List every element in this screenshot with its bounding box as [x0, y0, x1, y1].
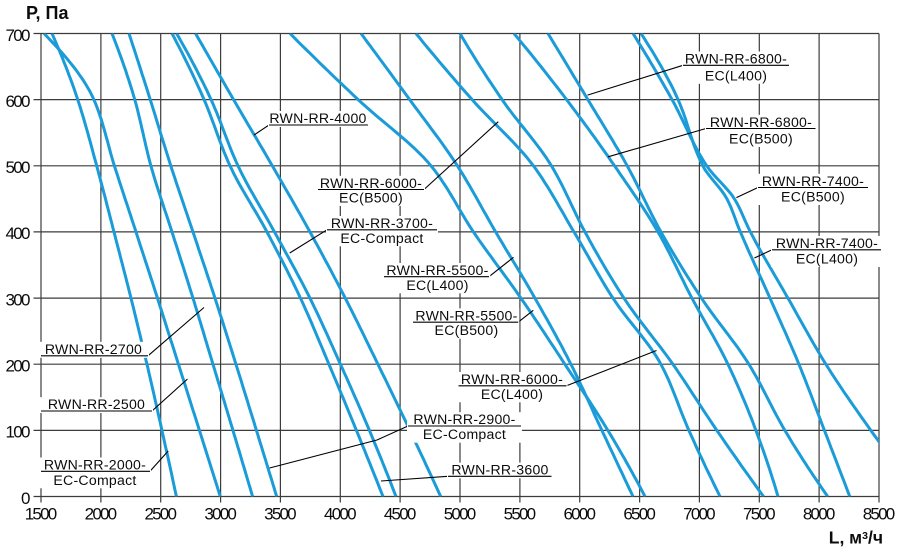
- svg-text:3000: 3000: [204, 505, 237, 524]
- svg-text:RWN-RR-2000-: RWN-RR-2000-: [44, 457, 146, 473]
- svg-text:4000: 4000: [324, 505, 357, 524]
- svg-text:Р, Па: Р, Па: [26, 3, 69, 23]
- svg-text:RWN-RR-5500-: RWN-RR-5500-: [415, 307, 517, 323]
- svg-text:200: 200: [6, 357, 31, 376]
- svg-text:RWN-RR-5500-: RWN-RR-5500-: [386, 262, 488, 278]
- svg-text:4500: 4500: [384, 505, 417, 524]
- svg-text:6500: 6500: [623, 505, 656, 524]
- svg-text:700: 700: [6, 26, 31, 45]
- svg-text:3500: 3500: [264, 505, 297, 524]
- svg-text:EC(L400): EC(L400): [406, 277, 468, 293]
- svg-text:EC-Compact: EC-Compact: [423, 426, 506, 442]
- svg-text:2500: 2500: [144, 505, 177, 524]
- svg-text:600: 600: [6, 92, 31, 111]
- svg-text:RWN-RR-4000: RWN-RR-4000: [269, 110, 366, 126]
- svg-text:RWN-RR-7400-: RWN-RR-7400-: [762, 173, 864, 189]
- svg-text:EC(L400): EC(L400): [481, 386, 543, 402]
- svg-text:EC(L400): EC(L400): [796, 251, 858, 267]
- svg-text:300: 300: [6, 290, 31, 309]
- svg-text:400: 400: [6, 224, 31, 243]
- svg-text:EC-Compact: EC-Compact: [53, 472, 136, 488]
- svg-text:RWN-RR-7400-: RWN-RR-7400-: [776, 235, 878, 251]
- svg-text:7000: 7000: [683, 505, 716, 524]
- svg-text:2000: 2000: [85, 505, 118, 524]
- svg-text:5000: 5000: [444, 505, 477, 524]
- svg-text:RWN-RR-6800-: RWN-RR-6800-: [685, 51, 787, 67]
- svg-text:RWN-RR-2500: RWN-RR-2500: [48, 396, 145, 412]
- svg-text:7500: 7500: [743, 505, 776, 524]
- svg-text:EC(B500): EC(B500): [435, 322, 499, 338]
- svg-text:RWN-RR-2700: RWN-RR-2700: [45, 341, 142, 357]
- svg-text:RWN-RR-6000-: RWN-RR-6000-: [320, 175, 422, 191]
- svg-text:EC(B500): EC(B500): [729, 131, 793, 147]
- svg-text:L, м3/ч: L, м3/ч: [829, 528, 883, 548]
- svg-text:RWN-RR-3600: RWN-RR-3600: [451, 462, 548, 478]
- svg-text:6000: 6000: [563, 505, 596, 524]
- svg-text:8500: 8500: [863, 505, 896, 524]
- svg-text:1500: 1500: [25, 505, 58, 524]
- svg-text:500: 500: [6, 158, 31, 177]
- svg-text:100: 100: [6, 423, 31, 442]
- svg-text:5500: 5500: [504, 505, 537, 524]
- svg-text:8000: 8000: [803, 505, 836, 524]
- svg-text:EC(B500): EC(B500): [339, 190, 403, 206]
- svg-text:RWN-RR-6800-: RWN-RR-6800-: [710, 114, 812, 130]
- svg-text:RWN-RR-3700-: RWN-RR-3700-: [331, 215, 433, 231]
- svg-text:EC(B500): EC(B500): [781, 189, 845, 205]
- svg-text:RWN-RR-2900-: RWN-RR-2900-: [413, 411, 515, 427]
- svg-text:EC-Compact: EC-Compact: [340, 230, 423, 246]
- svg-text:0: 0: [21, 489, 30, 508]
- svg-text:RWN-RR-6000-: RWN-RR-6000-: [461, 371, 563, 387]
- svg-text:EC(L400): EC(L400): [705, 67, 767, 83]
